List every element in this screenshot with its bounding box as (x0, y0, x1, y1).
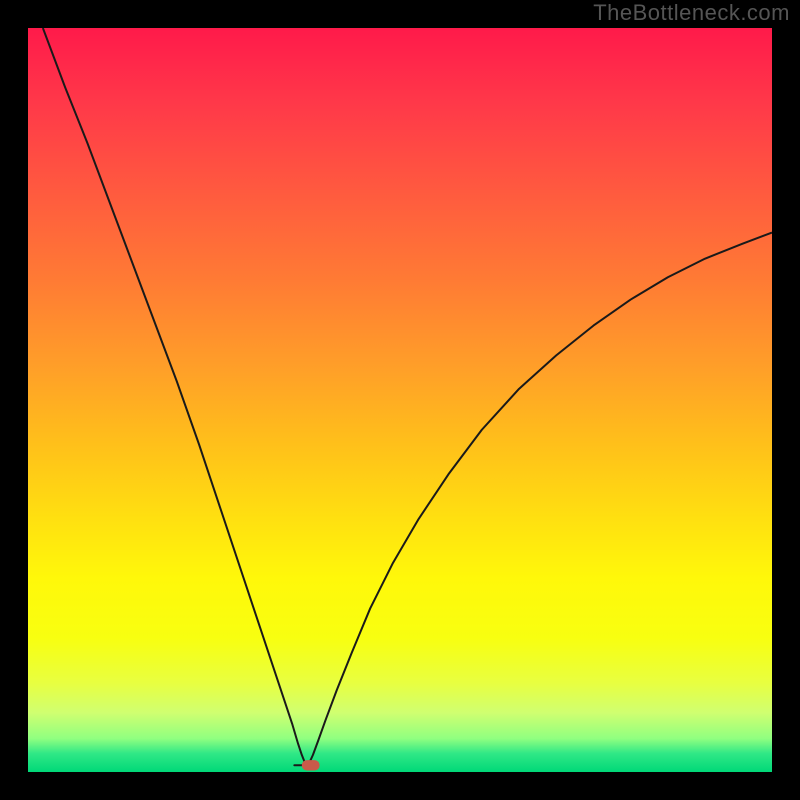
bottleneck-curve-chart (28, 28, 772, 772)
watermark-text: TheBottleneck.com (593, 0, 790, 26)
chart-frame (28, 28, 772, 772)
optimal-point-marker (302, 760, 320, 770)
chart-background (28, 28, 772, 772)
